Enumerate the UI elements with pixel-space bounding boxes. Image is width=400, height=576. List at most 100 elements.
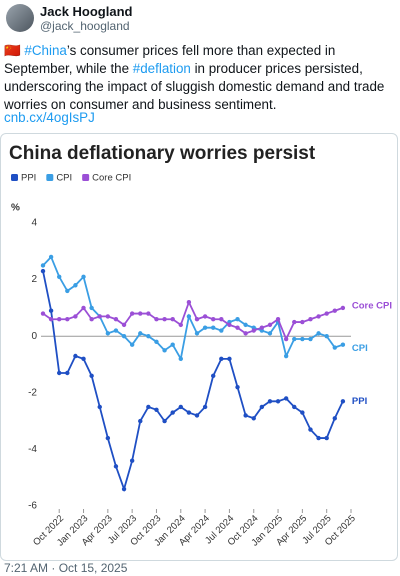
chart: China deflationary worries persist % PPI…: [9, 143, 392, 549]
point: [194, 317, 200, 322]
point: [308, 317, 313, 322]
chart-card[interactable]: China deflationary worries persist % PPI…: [0, 133, 398, 561]
point: [73, 314, 78, 319]
point: [40, 263, 46, 268]
point: [57, 274, 62, 279]
point: [235, 384, 240, 390]
point: [251, 328, 256, 333]
point: [324, 435, 329, 441]
point: [65, 317, 70, 322]
point: [227, 322, 232, 328]
end-label: Core CPI: [352, 300, 392, 311]
point: [194, 413, 200, 418]
point: [154, 317, 159, 322]
avatar[interactable]: [6, 4, 34, 32]
legend-label: Core CPI: [92, 173, 131, 184]
point: [202, 314, 208, 319]
hashtag[interactable]: #China: [24, 43, 67, 58]
point: [211, 325, 216, 330]
point: [332, 416, 337, 421]
hashtag[interactable]: #deflation: [132, 61, 191, 76]
series-line: [42, 270, 344, 492]
point: [170, 342, 175, 347]
point: [259, 325, 265, 330]
text-segment: 🇨🇳: [4, 43, 25, 58]
author-handle[interactable]: @jack_hoogland: [40, 19, 130, 33]
point: [243, 413, 248, 418]
series-line: [42, 299, 344, 342]
point: [48, 317, 54, 322]
legend-label: CPI: [56, 173, 72, 184]
point: [146, 404, 151, 410]
point: [300, 410, 305, 415]
point: [105, 314, 111, 319]
point: [316, 331, 321, 336]
chart-title: China deflationary worries persist: [9, 143, 316, 164]
point: [300, 336, 305, 342]
point: [154, 339, 159, 345]
point: [186, 300, 192, 305]
point: [308, 336, 313, 342]
point: [170, 317, 175, 322]
point: [267, 399, 273, 404]
text-segment: ’s consumer prices fell more than expect…: [4, 43, 336, 76]
point: [219, 356, 224, 362]
point: [178, 322, 183, 328]
point: [194, 331, 200, 336]
point: [162, 348, 167, 353]
point: [186, 410, 192, 415]
y-tick-label: 4: [31, 218, 37, 229]
point: [121, 486, 127, 492]
author-name[interactable]: Jack Hoogland: [40, 4, 133, 19]
point: [202, 404, 208, 410]
point: [332, 345, 337, 350]
point: [81, 305, 86, 311]
point: [162, 317, 167, 322]
point: [324, 334, 329, 339]
point: [73, 353, 78, 359]
point: [105, 435, 111, 441]
y-tick-label: 0: [31, 331, 37, 342]
point: [121, 322, 127, 328]
point: [170, 410, 175, 415]
point: [40, 268, 46, 274]
point: [81, 274, 86, 279]
point: [283, 336, 289, 342]
point: [308, 427, 313, 432]
point: [89, 305, 94, 311]
point: [138, 331, 143, 336]
point: [65, 370, 70, 376]
point: [267, 322, 273, 328]
point: [162, 418, 167, 424]
link[interactable]: cnb.cx/4ogIsPJ: [4, 110, 95, 125]
point: [283, 353, 289, 359]
point: [332, 308, 337, 313]
point: [73, 283, 78, 288]
legend-label: PPI: [21, 173, 36, 184]
point: [65, 288, 70, 294]
point: [89, 317, 94, 322]
point: [146, 311, 151, 316]
point: [235, 325, 240, 330]
point: [105, 331, 111, 336]
point: [316, 314, 321, 319]
point: [57, 317, 62, 322]
timestamp: 7:21 AM · Oct 15, 2025: [4, 561, 128, 575]
point: [340, 399, 346, 404]
point: [316, 435, 321, 441]
point: [97, 404, 102, 410]
point: [178, 356, 183, 362]
point: [243, 322, 248, 328]
point: [283, 396, 289, 401]
point: [292, 319, 297, 325]
point: [178, 404, 183, 410]
point: [97, 314, 102, 319]
point: [324, 311, 329, 316]
point: [202, 325, 208, 330]
point: [243, 331, 248, 336]
point: [267, 331, 273, 336]
point: [219, 328, 224, 333]
point: [129, 458, 135, 463]
y-tick-label: -6: [28, 501, 37, 512]
